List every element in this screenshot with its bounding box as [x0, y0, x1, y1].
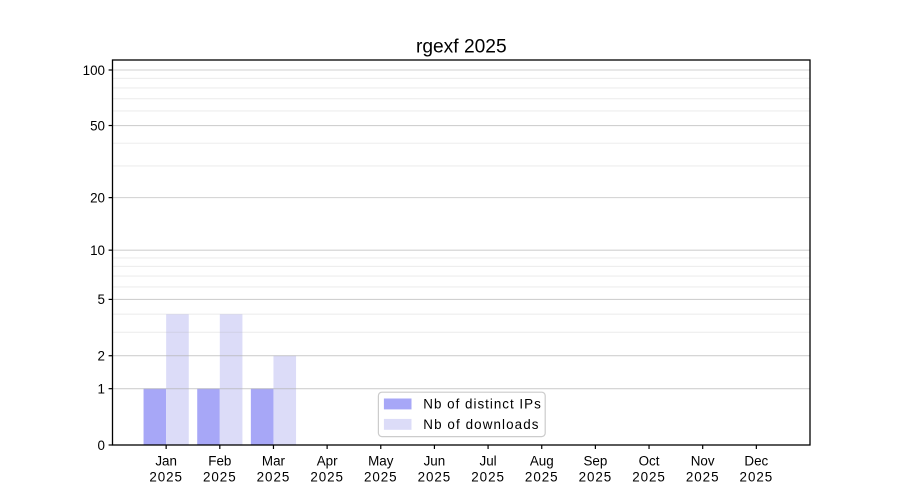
svg-text:2025: 2025: [310, 470, 344, 485]
svg-text:50: 50: [90, 118, 105, 133]
svg-text:20: 20: [90, 190, 105, 205]
svg-text:2025: 2025: [203, 470, 237, 485]
svg-text:2025: 2025: [364, 470, 398, 485]
svg-text:1: 1: [98, 381, 105, 396]
svg-text:0: 0: [98, 438, 105, 453]
svg-text:Sep: Sep: [583, 454, 607, 469]
svg-text:5: 5: [98, 292, 105, 307]
svg-text:Jan: Jan: [155, 454, 177, 469]
svg-text:2025: 2025: [525, 470, 559, 485]
svg-text:May: May: [368, 454, 394, 469]
svg-text:Dec: Dec: [744, 454, 768, 469]
svg-text:Jul: Jul: [480, 454, 497, 469]
svg-text:2025: 2025: [418, 470, 452, 485]
svg-text:100: 100: [83, 63, 105, 78]
svg-text:Nb of downloads: Nb of downloads: [423, 417, 539, 432]
svg-text:2025: 2025: [686, 470, 720, 485]
svg-text:Oct: Oct: [639, 454, 660, 469]
svg-text:2025: 2025: [471, 470, 505, 485]
svg-text:Apr: Apr: [317, 454, 338, 469]
svg-text:2025: 2025: [149, 470, 183, 485]
svg-text:10: 10: [90, 243, 105, 258]
svg-text:Nov: Nov: [691, 454, 715, 469]
svg-text:rgexf 2025: rgexf 2025: [416, 36, 507, 57]
svg-text:Mar: Mar: [262, 454, 286, 469]
svg-text:Nb of distinct IPs: Nb of distinct IPs: [423, 397, 541, 412]
svg-text:Feb: Feb: [208, 454, 231, 469]
svg-text:2: 2: [98, 349, 105, 364]
svg-text:2025: 2025: [740, 470, 774, 485]
svg-text:2025: 2025: [257, 470, 291, 485]
svg-text:2025: 2025: [632, 470, 666, 485]
svg-text:Jun: Jun: [424, 454, 446, 469]
svg-text:Aug: Aug: [530, 454, 554, 469]
svg-text:2025: 2025: [579, 470, 613, 485]
